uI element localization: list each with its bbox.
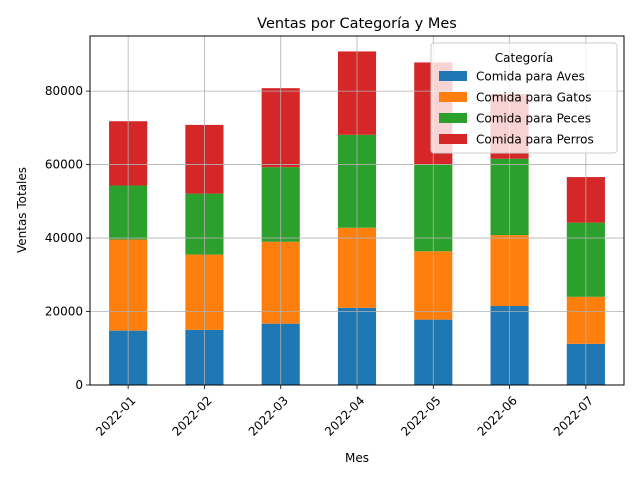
y-tick-label: 40000	[45, 231, 83, 245]
y-tick-label: 60000	[45, 158, 83, 172]
legend-swatch	[439, 92, 467, 102]
x-tick-label: 2022-03	[246, 393, 291, 438]
legend-label: Comida para Perros	[476, 133, 594, 147]
legend-swatch	[439, 134, 467, 144]
x-tick-label: 2022-04	[322, 393, 367, 438]
legend-swatch	[439, 113, 467, 123]
y-tick-label: 20000	[45, 305, 83, 319]
legend-title: Categoría	[495, 51, 553, 65]
legend-label: Comida para Peces	[476, 112, 591, 126]
y-axis-ticks: 0 20000 40000 60000 80000	[45, 84, 90, 392]
x-tick-label: 2022-02	[169, 393, 214, 438]
x-axis-label: Mes	[345, 451, 369, 465]
legend-swatch	[439, 71, 467, 81]
y-tick-label: 80000	[45, 84, 83, 98]
x-axis-ticks: 2022-01 2022-02 2022-03 2022-04 2022-05 2022-…	[93, 385, 596, 439]
bars-layer	[90, 36, 624, 386]
x-tick-label: 2022-01	[93, 393, 138, 438]
legend-label: Comida para Gatos	[476, 91, 592, 105]
x-tick-label: 2022-06	[475, 393, 520, 438]
legend-box	[430, 42, 618, 154]
y-axis-label: Ventas Totales	[15, 167, 29, 253]
x-tick-label: 2022-07	[551, 393, 596, 438]
y-tick-label: 0	[75, 378, 83, 392]
legend-items: Comida para Aves Comida para Gatos Comida …	[439, 70, 594, 147]
x-tick-label: 2022-05	[398, 393, 443, 438]
legend-label: Comida para Aves	[476, 70, 585, 84]
chart-title: Ventas por Categoría y Mes	[257, 16, 457, 32]
legend: Categoría Comida para Aves Comida para Ga…	[430, 42, 618, 154]
